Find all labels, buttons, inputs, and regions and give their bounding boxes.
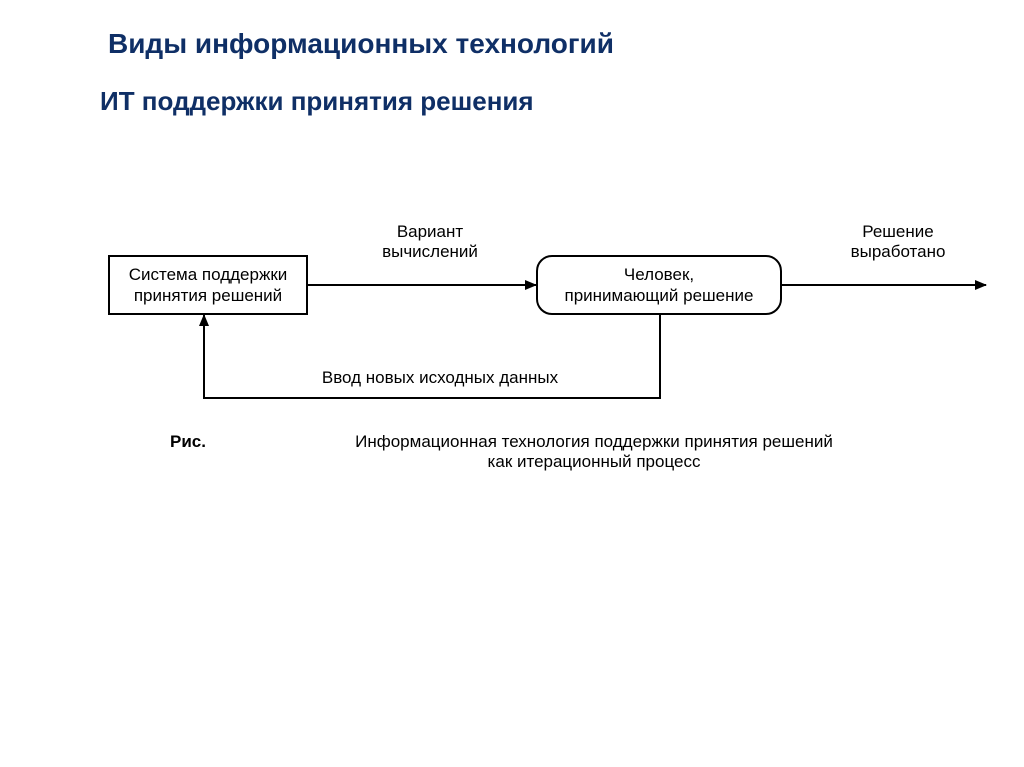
node-system-line1: Система поддержки	[129, 265, 288, 284]
node-human: Человек, принимающий решение	[536, 255, 782, 315]
figure-caption-label-text: Рис.	[170, 432, 206, 451]
edge-feedback-text: Ввод новых исходных данных	[322, 368, 558, 387]
edge-result-line1: Решение	[862, 222, 933, 241]
edge-result-label: Решение выработано	[808, 222, 988, 263]
edge-variant-label: Вариант вычислений	[340, 222, 520, 263]
edge-feedback-label: Ввод новых исходных данных	[260, 368, 620, 388]
edge-result-line2: выработано	[851, 242, 946, 261]
node-system-line2: принятия решений	[134, 286, 282, 305]
node-human-line2: принимающий решение	[565, 286, 754, 305]
node-human-line1: Человек,	[624, 265, 694, 284]
figure-caption-label: Рис.	[170, 432, 206, 452]
flowchart-diagram: Система поддержки принятия решений Челов…	[0, 0, 1024, 767]
figure-caption: Информационная технология поддержки прин…	[304, 432, 884, 473]
edge-variant-line2: вычислений	[382, 242, 478, 261]
edge-variant-line1: Вариант	[397, 222, 463, 241]
node-system: Система поддержки принятия решений	[108, 255, 308, 315]
page-root: Виды информационных технологий ИТ поддер…	[0, 0, 1024, 767]
figure-caption-line2: как итерационный процесс	[488, 452, 701, 471]
figure-caption-line1: Информационная технология поддержки прин…	[355, 432, 833, 451]
